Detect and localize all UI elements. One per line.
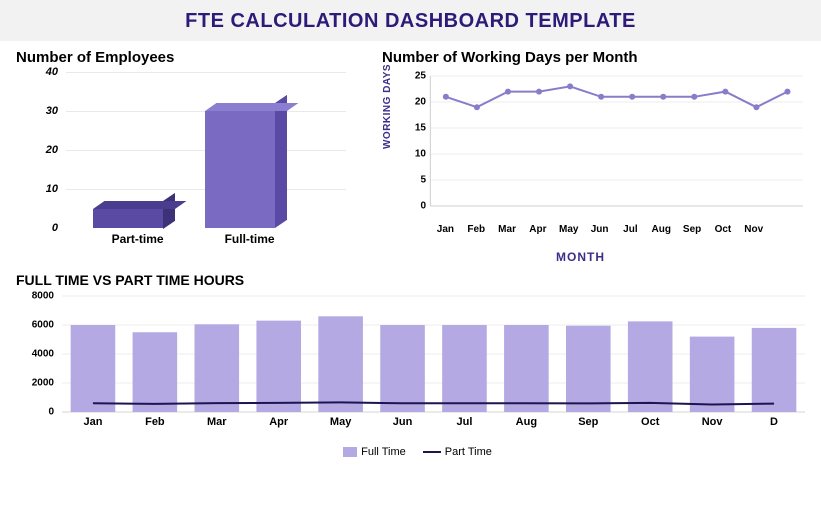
hours-xlabel: Jun <box>393 416 413 428</box>
hours-xlabel: Feb <box>145 416 165 428</box>
hours-xlabel: Nov <box>702 416 723 428</box>
hours-xlabel: Jan <box>83 416 102 428</box>
hours-xlabel: Oct <box>641 416 659 428</box>
hours-xlabel: Sep <box>578 416 598 428</box>
workingdays-title: Number of Working Days per Month <box>382 49 805 66</box>
wd-xlabel: May <box>559 224 578 235</box>
employees-bar <box>93 209 163 229</box>
hours-xlabel: May <box>330 416 351 428</box>
employees-xlabel: Full-time <box>225 232 275 246</box>
wd-xlabel: Mar <box>498 224 516 235</box>
workingdays-ylabel: WORKING DAYS <box>382 64 393 149</box>
hours-bar <box>690 337 735 412</box>
hours-bar <box>504 325 549 412</box>
hours-xlabel: Jul <box>457 416 473 428</box>
hours-xlabel: Mar <box>207 416 227 428</box>
hours-bar <box>71 325 116 412</box>
hours-bar <box>256 321 301 412</box>
legend-fulltime: Full Time <box>361 446 406 458</box>
legend-parttime: Part Time <box>445 446 492 458</box>
wd-xlabel: Feb <box>467 224 485 235</box>
workingdays-chart: WORKING DAYS 0510152025 JanFebMarAprMayJ… <box>382 72 805 252</box>
wd-xlabel: Nov <box>744 224 763 235</box>
employees-xlabel: Part-time <box>112 232 164 246</box>
hours-chart: 02000400060008000 JanFebMarAprMayJunJulA… <box>16 294 805 444</box>
employees-title: Number of Employees <box>16 49 366 66</box>
hours-xlabel: Apr <box>269 416 288 428</box>
workingdays-xaxis-title: MONTH <box>556 250 605 264</box>
workingdays-panel: Number of Working Days per Month WORKING… <box>382 49 805 252</box>
hours-xlabel: Aug <box>516 416 537 428</box>
employees-chart: 010203040 Part-timeFull-time <box>26 72 346 252</box>
wd-xlabel: Jan <box>437 224 454 235</box>
hours-legend: Full Time Part Time <box>16 446 805 458</box>
wd-xlabel: Jun <box>591 224 609 235</box>
hours-bar <box>133 332 178 412</box>
hours-bar <box>380 325 425 412</box>
wd-xlabel: Sep <box>683 224 701 235</box>
hours-bar <box>442 325 487 412</box>
wd-xlabel: Oct <box>715 224 732 235</box>
hours-xlabel: D <box>770 416 778 428</box>
hours-title: FULL TIME VS PART TIME HOURS <box>16 272 805 288</box>
page-title: FTE CALCULATION DASHBOARD TEMPLATE <box>0 10 821 33</box>
hours-panel: FULL TIME VS PART TIME HOURS 02000400060… <box>0 266 821 458</box>
dashboard-header: FTE CALCULATION DASHBOARD TEMPLATE <box>0 0 821 41</box>
hours-bar <box>752 328 797 412</box>
hours-bar <box>318 316 363 412</box>
wd-xlabel: Apr <box>529 224 546 235</box>
wd-xlabel: Jul <box>623 224 637 235</box>
hours-bar <box>566 326 611 412</box>
wd-xlabel: Aug <box>652 224 671 235</box>
employees-panel: Number of Employees 010203040 Part-timeF… <box>16 49 366 252</box>
employees-bar <box>205 111 275 228</box>
hours-bar <box>195 324 240 412</box>
hours-bar <box>628 321 673 412</box>
